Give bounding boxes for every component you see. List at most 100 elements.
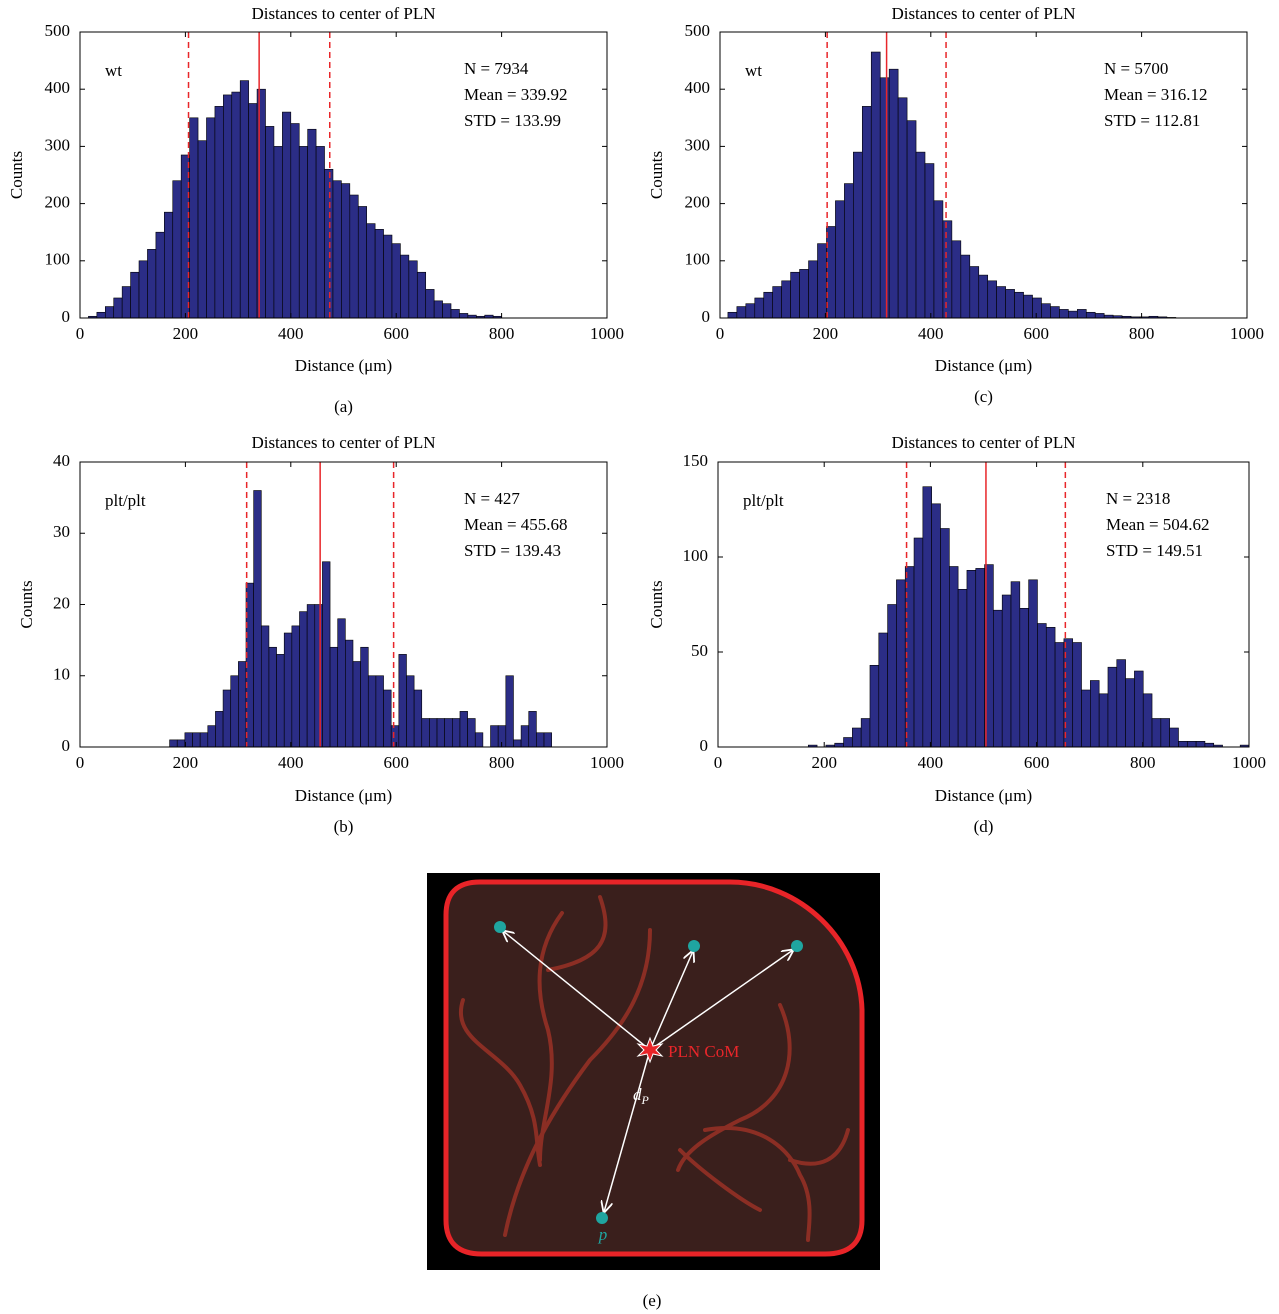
distance-label: dP — [633, 1085, 650, 1107]
bar — [745, 303, 756, 319]
bar — [853, 151, 863, 319]
bar — [913, 537, 924, 748]
chart-title: Distances to center of PLN — [891, 433, 1075, 452]
bar — [1186, 740, 1197, 748]
bar — [307, 128, 317, 319]
bar — [1195, 740, 1206, 748]
bar — [1059, 309, 1069, 319]
bar — [727, 311, 738, 319]
bar — [360, 646, 369, 748]
x-axis-label: Distance (μm) — [295, 786, 392, 805]
y-axis-label: Counts — [7, 151, 26, 199]
bar — [391, 243, 401, 319]
bar — [878, 632, 888, 748]
center-of-mass — [636, 1036, 664, 1064]
bar — [398, 654, 407, 748]
distance-symbol: d — [633, 1085, 642, 1104]
bar — [215, 711, 224, 748]
bar — [1014, 291, 1024, 319]
bar — [1090, 680, 1100, 748]
bar — [421, 718, 430, 748]
bar — [265, 126, 275, 319]
bar — [1125, 678, 1135, 748]
x-tick-label: 600 — [1023, 324, 1049, 343]
x-tick-label: 0 — [716, 324, 725, 343]
bar — [520, 725, 530, 748]
com-label: PLN CoM — [668, 1042, 739, 1061]
bar — [207, 725, 216, 748]
bar — [459, 711, 468, 748]
bar — [536, 732, 545, 748]
bar — [817, 243, 827, 319]
x-tick-label: 800 — [489, 753, 515, 772]
bar — [960, 254, 971, 319]
y-tick-label: 100 — [45, 250, 71, 269]
bar — [1160, 718, 1170, 748]
stat-label: STD = 133.99 — [464, 111, 561, 130]
y-axis-label: Counts — [647, 151, 666, 199]
bar — [1019, 607, 1029, 748]
bar — [1054, 642, 1065, 748]
x-tick-label: 0 — [76, 324, 85, 343]
bar — [248, 103, 258, 319]
bar — [345, 639, 354, 748]
bar — [957, 588, 968, 748]
bar — [513, 739, 522, 748]
bar — [239, 80, 249, 319]
bar — [1072, 642, 1082, 748]
bar — [400, 254, 410, 319]
bar — [366, 223, 376, 319]
x-tick-label: 1000 — [1232, 753, 1266, 772]
bar — [459, 313, 469, 319]
bar — [337, 618, 346, 748]
x-tick-label: 0 — [714, 753, 723, 772]
bar — [870, 51, 881, 319]
bar — [1028, 579, 1038, 748]
y-tick-label: 30 — [53, 522, 70, 541]
bar — [290, 123, 300, 319]
bar — [169, 739, 178, 748]
bar — [861, 106, 872, 319]
y-tick-label: 0 — [62, 736, 71, 755]
bar — [987, 280, 997, 319]
x-axis-label: Distance (μm) — [295, 356, 392, 375]
bar — [260, 625, 270, 748]
x-axis-label: Distance (μm) — [935, 356, 1032, 375]
bar — [1068, 310, 1078, 319]
x-tick-label: 1000 — [590, 753, 624, 772]
x-tick-label: 0 — [76, 753, 85, 772]
group-label: plt/plt — [743, 491, 784, 510]
bar — [951, 240, 962, 319]
stat-label: STD = 149.51 — [1106, 541, 1203, 560]
bar — [315, 146, 325, 319]
stat-label: Mean = 339.92 — [464, 85, 568, 104]
bar — [450, 309, 460, 319]
bar — [425, 289, 435, 319]
y-tick-label: 0 — [702, 307, 711, 326]
x-tick-label: 800 — [1129, 324, 1155, 343]
bar — [222, 689, 232, 748]
bar — [273, 146, 283, 319]
bar — [442, 303, 452, 319]
bar — [341, 183, 351, 319]
group-label: plt/plt — [105, 491, 146, 510]
bar — [993, 609, 1003, 748]
stat-label: N = 2318 — [1106, 489, 1170, 508]
chart-title: Distances to center of PLN — [891, 4, 1075, 23]
bar — [808, 260, 818, 319]
bar — [543, 732, 552, 748]
x-tick-label: 400 — [278, 324, 304, 343]
bar — [474, 732, 484, 748]
bar — [852, 727, 862, 748]
bar — [505, 675, 514, 748]
stat-label: N = 427 — [464, 489, 520, 508]
bar — [897, 97, 908, 319]
bar — [922, 486, 932, 748]
y-tick-label: 300 — [45, 135, 71, 154]
stat-label: Mean = 455.68 — [464, 515, 568, 534]
bar — [888, 68, 899, 319]
histogram-panel: 0 200 400 600 800 1000 0 10 20 30 40 Distances to c… — [17, 433, 624, 836]
bar — [452, 718, 461, 748]
bar — [238, 661, 247, 748]
bar — [253, 490, 262, 748]
